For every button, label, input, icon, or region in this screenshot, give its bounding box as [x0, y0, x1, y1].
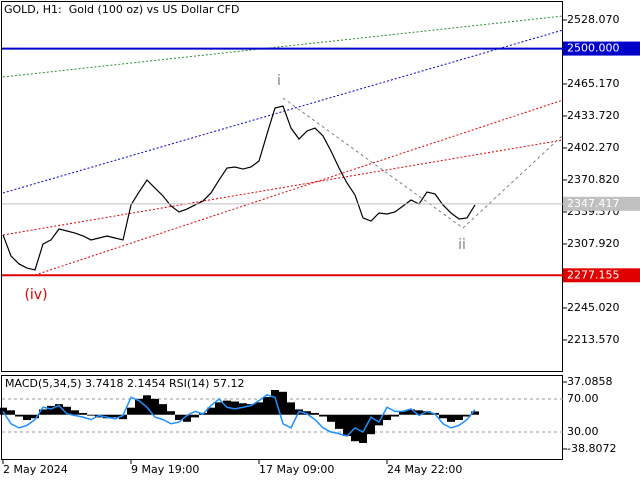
macd-bar: [47, 405, 55, 415]
macd-bar: [423, 411, 431, 415]
macd-bar: [407, 409, 415, 415]
macd-bar: [471, 411, 479, 415]
x-tick-label: 2 May 2024: [3, 463, 68, 476]
macd-bar: [415, 410, 423, 415]
macd-bar: [255, 402, 263, 415]
macd-bar: [63, 406, 71, 415]
macd-bar: [119, 414, 127, 420]
y-tick-label: 2245.020: [567, 301, 620, 314]
y-tick-label: -38.8072: [567, 442, 616, 455]
macd-bar: [455, 414, 463, 421]
wave-line: [282, 97, 564, 229]
y-tick-label: 2433.720: [567, 109, 620, 122]
y-tick-label: 2370.820: [567, 173, 620, 186]
trend-line: [2, 29, 564, 194]
wave-label: i: [277, 73, 281, 89]
y-tick-label: 37.0858: [567, 375, 613, 388]
macd-bar: [111, 414, 119, 418]
macd-bar: [447, 414, 455, 422]
macd-bar: [383, 414, 391, 421]
level-tag: [563, 268, 640, 283]
trend-line: [2, 15, 564, 78]
rsi-line: [2, 394, 476, 437]
macd-bar: [31, 414, 39, 419]
wave-label: ii: [458, 237, 466, 253]
level-tag: [563, 41, 640, 56]
macd-bar: [167, 411, 175, 415]
macd-bar: [151, 398, 159, 415]
y2-tick-label: 70.00: [567, 392, 599, 405]
level-label: 2347.417: [567, 197, 620, 210]
x-tick-label: 17 May 09:00: [259, 463, 334, 476]
macd-bar: [143, 395, 151, 415]
macd-bar: [175, 414, 183, 421]
y-tick-label: 2528.070: [567, 13, 620, 26]
macd-bar: [399, 411, 407, 415]
macd-bar: [159, 404, 167, 415]
macd-bar: [135, 398, 143, 415]
x-tick-label: 24 May 22:00: [387, 463, 462, 476]
main-frame: [1, 1, 563, 372]
macd-bar: [439, 414, 447, 419]
macd-bar: [287, 402, 295, 415]
macd-bar: [15, 414, 23, 417]
trend-line: [2, 139, 564, 236]
price-line: [2, 105, 476, 271]
macd-bar: [311, 412, 319, 415]
macd-bar: [271, 390, 279, 415]
macd-bar: [87, 414, 95, 416]
macd-bar: [23, 414, 31, 421]
y2-tick-label: 30.00: [567, 425, 599, 438]
y-tick-label: 2307.920: [567, 237, 620, 250]
macd-bar: [127, 407, 135, 415]
macd-bar: [215, 402, 223, 415]
macd-bar: [359, 414, 367, 443]
macd-bar: [367, 414, 375, 435]
macd-bar: [71, 410, 79, 415]
macd-bar: [335, 414, 343, 429]
y-tick-label: 2402.270: [567, 141, 620, 154]
y-tick-label: 2213.570: [567, 333, 620, 346]
macd-bar: [463, 414, 471, 417]
macd-bar: [391, 414, 399, 417]
indicator-frame: [1, 375, 563, 460]
macd-bar: [7, 410, 15, 415]
macd-bar: [183, 414, 191, 422]
level-label: 2500.000: [567, 42, 620, 55]
wave-label: (iv): [24, 287, 47, 303]
macd-bar: [191, 414, 199, 418]
macd-bar: [303, 411, 311, 415]
level-tag: [563, 196, 640, 211]
macd-bar: [231, 401, 239, 415]
macd-bar: [263, 397, 271, 415]
macd-bar: [239, 403, 247, 415]
y-tick-label: 2465.170: [567, 77, 620, 90]
macd-bar: [247, 404, 255, 415]
indicator-title: MACD(5,34,5) 3.7418 2.1454 RSI(14) 57.12: [5, 377, 244, 390]
level-label: 2277.155: [567, 268, 620, 281]
macd-bar: [207, 407, 215, 415]
macd-bar: [319, 414, 327, 417]
chart-title: GOLD, H1: Gold (100 oz) vs US Dollar CFD: [4, 3, 239, 16]
macd-bar: [79, 412, 87, 415]
macd-bar: [279, 391, 287, 415]
x-tick-label: 9 May 19:00: [131, 463, 199, 476]
trend-line: [34, 99, 564, 276]
macd-bar: [39, 409, 47, 415]
macd-bar: [55, 404, 63, 415]
macd-bar: [375, 414, 383, 426]
macd-bar: [343, 414, 351, 436]
macd-bar: [327, 414, 335, 422]
